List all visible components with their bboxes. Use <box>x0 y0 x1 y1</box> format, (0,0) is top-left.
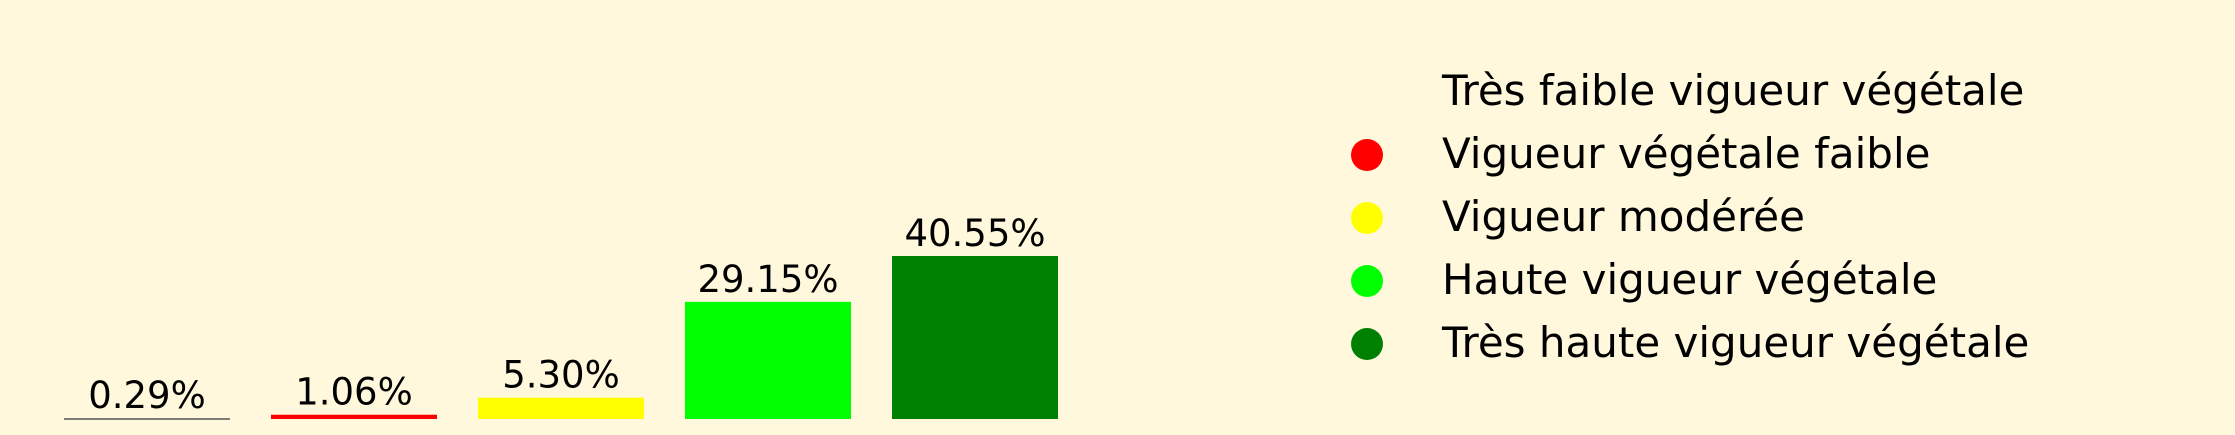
legend-marker-haute-vigueur-vegetale <box>1351 265 1383 297</box>
legend: Très faible vigueur végétale Vigueur végé… <box>1351 66 2029 367</box>
legend-marker-vigueur-moderee <box>1351 202 1383 234</box>
value-label-tres-faible-vigueur-vegetale: 0.29% <box>88 374 206 417</box>
legend-label-vigueur-moderee: Vigueur modérée <box>1442 192 1805 241</box>
bar-vigueur-moderee <box>478 397 644 419</box>
legend-marker-tres-faible-vigueur-vegetale <box>1351 76 1383 108</box>
bar-tres-haute-vigueur-vegetale <box>892 256 1058 419</box>
value-label-vigueur-vegetale-faible: 1.06% <box>295 371 413 414</box>
legend-label-vigueur-vegetale-faible: Vigueur végétale faible <box>1442 129 1930 178</box>
value-label-haute-vigueur-vegetale: 29.15% <box>697 258 838 301</box>
legend-marker-tres-haute-vigueur-vegetale <box>1351 328 1383 360</box>
bar-haute-vigueur-vegetale <box>685 301 851 419</box>
legend-label-tres-haute-vigueur-vegetale: Très haute vigueur végétale <box>1441 318 2029 367</box>
bar-vigueur-vegetale-faible <box>271 414 437 419</box>
legend-marker-vigueur-vegetale-faible <box>1351 139 1383 171</box>
value-label-vigueur-moderee: 5.30% <box>502 354 620 397</box>
legend-label-tres-faible-vigueur-vegetale: Très faible vigueur végétale <box>1441 66 2024 115</box>
bars-group <box>64 256 1058 420</box>
value-label-tres-haute-vigueur-vegetale: 40.55% <box>904 212 1045 255</box>
legend-label-haute-vigueur-vegetale: Haute vigueur végétale <box>1442 255 1937 304</box>
value-labels-group: 0.29% 1.06% 5.30% 29.15% 40.55% <box>88 212 1045 417</box>
